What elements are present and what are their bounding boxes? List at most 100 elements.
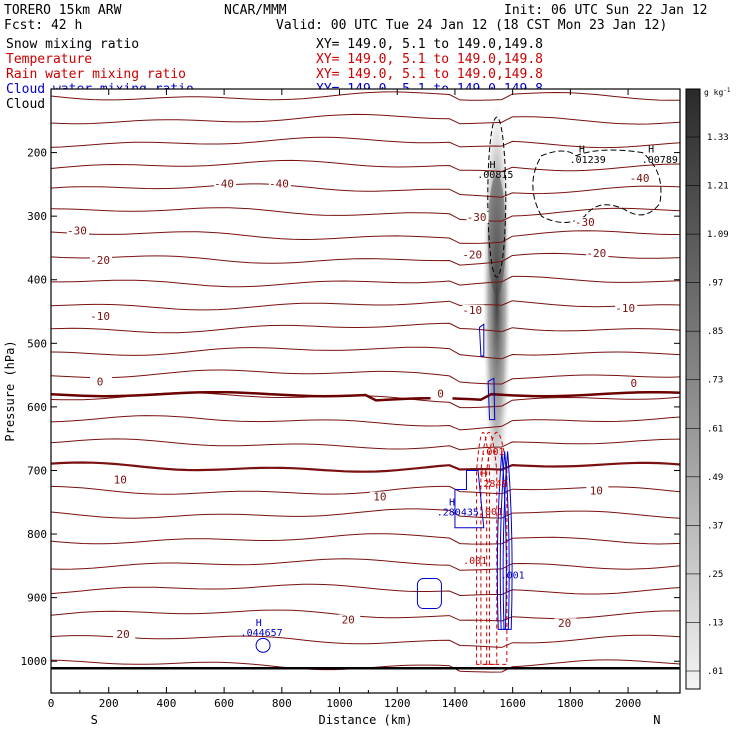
y-tick-label: 700 <box>27 464 47 477</box>
cloud-ice-contour <box>487 116 507 278</box>
temperature-contour-label: -20 <box>90 254 110 267</box>
temperature-contour-line <box>50 508 681 519</box>
temperature-contour-label: 20 <box>342 613 355 626</box>
cloud-water-contour <box>454 469 485 529</box>
label-halo <box>338 614 361 626</box>
temperature-contour-line <box>50 230 680 244</box>
temperature-contours <box>50 91 681 673</box>
temperature-contour-label: 20 <box>558 617 571 630</box>
temperature-contour-label: 10 <box>373 491 386 504</box>
label-halo <box>574 217 597 229</box>
label-halo <box>586 485 609 497</box>
y-axis-label: Pressure (hPa) <box>3 340 17 441</box>
colorbar-tick-label: 1.33 <box>707 133 729 143</box>
rain-contour <box>486 432 508 665</box>
rain-water-contours <box>476 432 508 665</box>
label-halo <box>462 249 485 261</box>
temperature-contour-label: 10 <box>590 484 603 497</box>
y-tick-label: 600 <box>27 401 47 414</box>
legend-xy-range: XY= 149.0, 5.1 to 149.0,149.8 <box>316 52 543 67</box>
temperature-contour-line <box>51 275 681 288</box>
legend-field-name: Temperature <box>6 52 92 67</box>
x-end-label-north: N <box>653 713 660 727</box>
temperature-contour-line <box>50 322 681 334</box>
extremum-label: .001 <box>479 507 503 518</box>
x-tick-label: 2000 <box>615 697 642 710</box>
snow-shading <box>482 98 511 499</box>
label-halo <box>369 491 392 503</box>
x-end-label-south: S <box>91 713 98 727</box>
cloud-ice-contour <box>532 149 662 224</box>
extremum-label: .01239 <box>570 155 606 166</box>
temperature-contour-line <box>50 533 681 545</box>
x-tick-label: 800 <box>272 697 292 710</box>
y-tick-label: 1000 <box>21 655 48 668</box>
temperature-contour-line <box>50 159 681 173</box>
extremum-label: .044657 <box>241 628 283 639</box>
legend-field-name: Rain water mixing ratio <box>6 67 186 82</box>
legend-xy-range: XY= 149.0, 5.1 to 149.0,149.8 <box>316 37 543 52</box>
temperature-contour-line <box>50 634 681 648</box>
colorbar-tick-label: .73 <box>707 376 723 386</box>
colorbar-tick-label: .25 <box>707 570 723 580</box>
extremum-label: .001 <box>463 556 487 567</box>
x-tick-label: 200 <box>99 697 119 710</box>
legend-field-name: Snow mixing ratio <box>6 37 139 52</box>
temperature-contour-label: -40 <box>630 172 650 185</box>
temperature-contour-label: -30 <box>467 211 487 224</box>
y-tick-label: 400 <box>27 274 47 287</box>
cloud-water-contours <box>255 323 513 653</box>
temperature-contour-label: 0 <box>97 376 104 389</box>
x-tick-label: 400 <box>156 697 176 710</box>
label-halo <box>586 248 609 260</box>
label-halo <box>462 304 485 316</box>
temperature-contour-line <box>50 207 681 222</box>
label-halo <box>466 211 489 223</box>
cloud-water-contour <box>416 578 442 610</box>
label-halo <box>615 302 638 314</box>
extremum-label: .001 <box>501 571 525 582</box>
label-halo <box>66 225 89 237</box>
cloud-water-contour <box>496 451 507 630</box>
temperature-contour-line <box>50 438 681 451</box>
valid-time: Valid: 00 UTC Tue 24 Jan 12 (18 CST Mon … <box>276 18 667 33</box>
colorbar-tick-label: 1.21 <box>707 182 729 192</box>
x-tick-label: 1200 <box>384 697 411 710</box>
temperature-contour-line <box>50 136 681 149</box>
zero-isotherm <box>50 390 681 402</box>
y-tick-label: 200 <box>27 147 47 160</box>
temperature-contour-line <box>50 91 681 101</box>
cloud-water-contour <box>255 637 271 653</box>
temperature-contour-line <box>50 583 681 597</box>
temperature-contour-line <box>50 461 681 473</box>
colorbar-tick-label: .97 <box>707 279 723 289</box>
plot-frame <box>50 88 681 694</box>
y-tick-label: 900 <box>27 592 47 605</box>
extremum-label: .280435 <box>437 508 479 519</box>
label-halo <box>268 178 291 190</box>
label-halo <box>90 255 113 267</box>
org-label: NCAR/MMM <box>224 3 287 18</box>
x-tick-label: 1000 <box>326 697 353 710</box>
x-tick-label: 1600 <box>499 697 526 710</box>
legend-xy-range: XY= 149.0, 5.1 to 149.0,149.8 <box>316 67 543 82</box>
x-tick-label: 1400 <box>442 697 469 710</box>
temperature-contour-line <box>50 183 681 198</box>
extremum-label: .001 <box>480 447 504 458</box>
temperature-contour-line <box>50 609 680 622</box>
rain-contour <box>476 432 491 665</box>
colorbar-tick-label: .13 <box>707 618 723 628</box>
extremum-label: .2849 <box>477 479 507 490</box>
temperature-contour-label: -40 <box>214 177 234 190</box>
label-halo <box>554 618 577 630</box>
axes: 0 200 400 600 800 1000 1200 1400 1600 1800 2000200… <box>3 89 680 727</box>
cloud-water-contour <box>478 323 485 357</box>
colorbar-tick-label: .01 <box>707 667 723 677</box>
plot-background <box>51 89 680 693</box>
colorbar-tick-label: 1.09 <box>707 230 729 240</box>
temperature-contour-label: -30 <box>67 224 87 237</box>
cloud-water-contour <box>499 451 510 630</box>
label-halo <box>430 388 453 400</box>
colorbar-tick-label: .61 <box>707 424 723 434</box>
x-tick-label: 600 <box>214 697 234 710</box>
